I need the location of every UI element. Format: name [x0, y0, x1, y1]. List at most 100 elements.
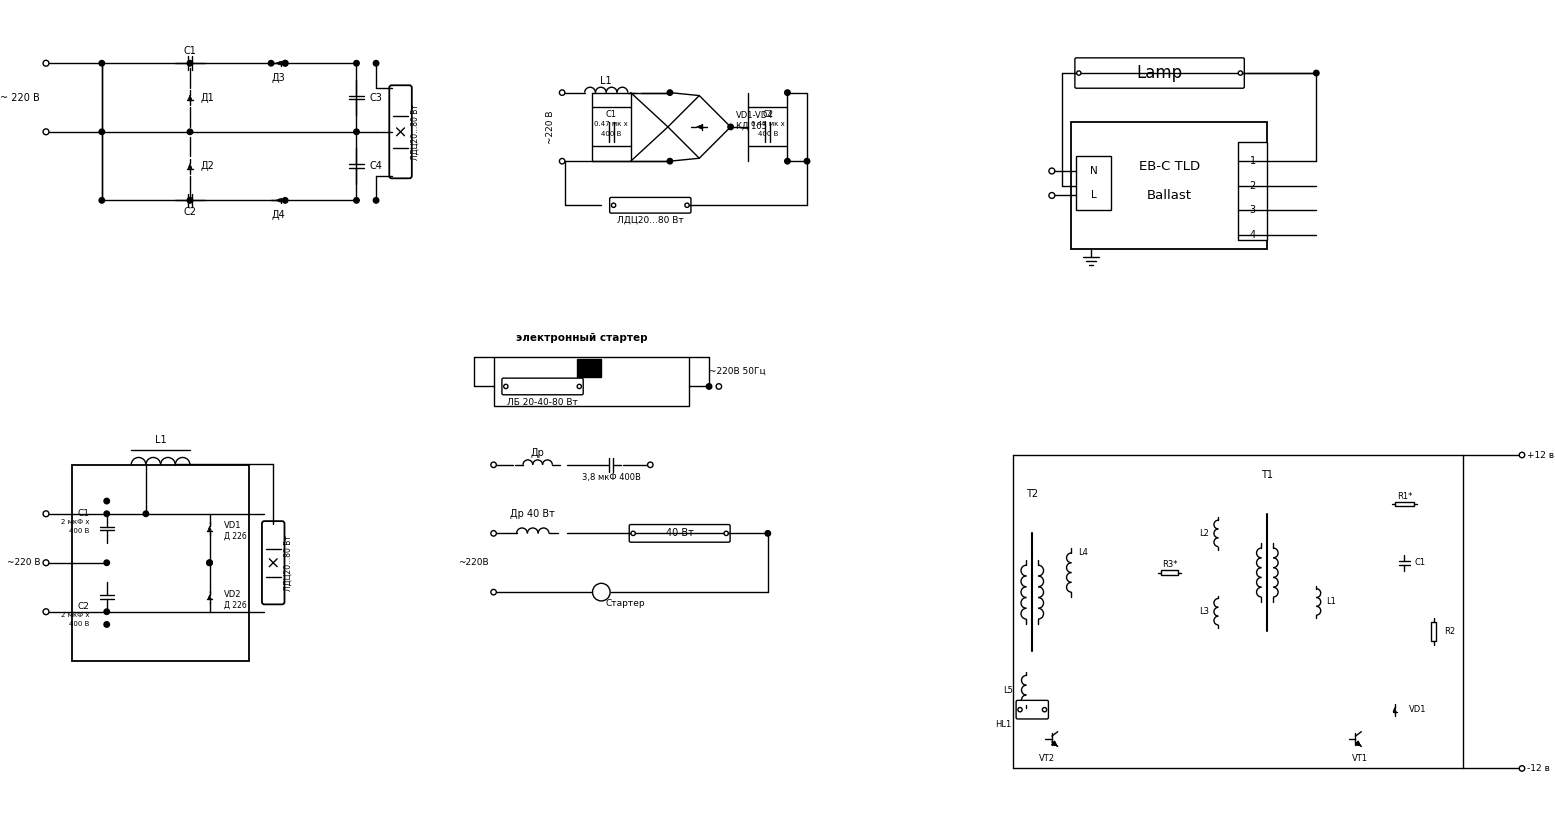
FancyBboxPatch shape [502, 378, 583, 395]
Text: L1: L1 [156, 435, 166, 446]
Text: R1*: R1* [1396, 492, 1412, 501]
Circle shape [104, 499, 109, 503]
Text: L5: L5 [1003, 685, 1012, 694]
Circle shape [765, 530, 771, 536]
Text: КД 105: КД 105 [736, 122, 767, 131]
FancyBboxPatch shape [630, 525, 731, 542]
Text: ЛДЦ20...80 Вт: ЛДЦ20...80 Вт [411, 104, 420, 160]
Circle shape [667, 158, 673, 164]
Circle shape [560, 90, 564, 95]
FancyBboxPatch shape [389, 86, 412, 179]
Text: VD2: VD2 [224, 590, 241, 599]
Circle shape [187, 197, 193, 203]
Circle shape [577, 384, 582, 388]
Text: 2 мкФ х: 2 мкФ х [61, 519, 89, 525]
Circle shape [187, 129, 193, 135]
Text: 400 В: 400 В [600, 131, 622, 137]
Text: ~220 В: ~220 В [6, 558, 40, 567]
Text: Д2: Д2 [201, 161, 215, 171]
Polygon shape [188, 163, 191, 169]
Text: L1: L1 [1326, 597, 1336, 606]
Bar [73, 465, 249, 661]
Text: С2: С2 [183, 207, 196, 217]
Text: Др: Др [530, 448, 544, 458]
Circle shape [1050, 168, 1054, 174]
Bar [577, 359, 602, 377]
Circle shape [1019, 707, 1022, 712]
Text: 4: 4 [1250, 229, 1256, 240]
FancyBboxPatch shape [261, 521, 285, 605]
Circle shape [283, 60, 288, 66]
Text: VT1: VT1 [1353, 754, 1368, 763]
Text: ~220В: ~220В [459, 558, 488, 567]
Text: ЛДЦ20...80 Вт: ЛДЦ20...80 Вт [283, 534, 292, 591]
Polygon shape [208, 526, 211, 530]
Circle shape [143, 511, 149, 517]
Circle shape [44, 60, 48, 66]
Text: Д1: Д1 [201, 92, 215, 103]
Text: Lamp: Lamp [1137, 64, 1183, 82]
Circle shape [785, 158, 790, 164]
Text: T1: T1 [1261, 469, 1274, 480]
Text: L: L [1090, 190, 1096, 201]
Circle shape [283, 60, 288, 66]
Polygon shape [697, 125, 701, 129]
Text: 3,8 мкФ 400В: 3,8 мкФ 400В [582, 473, 641, 482]
Circle shape [804, 158, 810, 164]
Text: VD1: VD1 [224, 521, 241, 530]
Circle shape [1042, 707, 1047, 712]
Circle shape [611, 203, 616, 207]
Text: C1: C1 [78, 509, 89, 518]
Circle shape [647, 462, 653, 468]
Text: ЛБ 20-40-80 Вт: ЛБ 20-40-80 Вт [507, 397, 578, 406]
Circle shape [283, 197, 288, 203]
Circle shape [44, 560, 48, 565]
Text: С1: С1 [605, 109, 617, 118]
Circle shape [104, 622, 109, 628]
Circle shape [717, 384, 722, 389]
Bar [748, 108, 787, 147]
Circle shape [207, 560, 213, 565]
Polygon shape [1393, 707, 1396, 712]
Text: 40 Вт: 40 Вт [666, 529, 694, 539]
Text: C1: C1 [1413, 558, 1426, 567]
Polygon shape [188, 95, 191, 100]
Text: VT2: VT2 [1039, 754, 1054, 763]
Circle shape [560, 158, 564, 164]
Text: 3: 3 [1250, 205, 1256, 215]
FancyBboxPatch shape [610, 197, 690, 213]
Text: Д 226: Д 226 [224, 601, 247, 610]
Text: ~220 В: ~220 В [546, 110, 555, 144]
Circle shape [207, 560, 213, 565]
FancyBboxPatch shape [1015, 700, 1048, 719]
Text: ~ 220 В: ~ 220 В [0, 92, 40, 103]
Text: 400 В: 400 В [68, 529, 89, 534]
Circle shape [353, 197, 359, 203]
Polygon shape [275, 61, 280, 65]
Text: Д4: Д4 [271, 210, 285, 220]
Text: С1: С1 [183, 47, 196, 56]
Bar [1432, 622, 1437, 641]
Text: ~220В 50Гц: ~220В 50Гц [709, 367, 765, 376]
Circle shape [491, 589, 496, 595]
Text: 0.47 мк х: 0.47 мк х [594, 121, 628, 127]
Bar [1238, 142, 1267, 240]
Circle shape [706, 384, 712, 389]
Text: R3*: R3* [1162, 561, 1177, 570]
Circle shape [491, 530, 496, 536]
Text: +12 в: +12 в [1527, 450, 1553, 459]
Circle shape [504, 384, 508, 388]
Circle shape [1238, 71, 1242, 75]
Circle shape [373, 60, 379, 66]
Text: 400 В: 400 В [68, 622, 89, 628]
FancyBboxPatch shape [1075, 58, 1244, 88]
Text: 400 В: 400 В [757, 131, 778, 137]
Circle shape [491, 462, 496, 468]
Text: Д3: Д3 [271, 73, 285, 83]
Circle shape [100, 60, 104, 66]
Text: электронный стартер: электронный стартер [516, 332, 647, 343]
Text: EB-C TLD: EB-C TLD [1138, 160, 1200, 172]
Text: N: N [1090, 166, 1098, 176]
Circle shape [1519, 765, 1525, 771]
Circle shape [104, 609, 109, 614]
